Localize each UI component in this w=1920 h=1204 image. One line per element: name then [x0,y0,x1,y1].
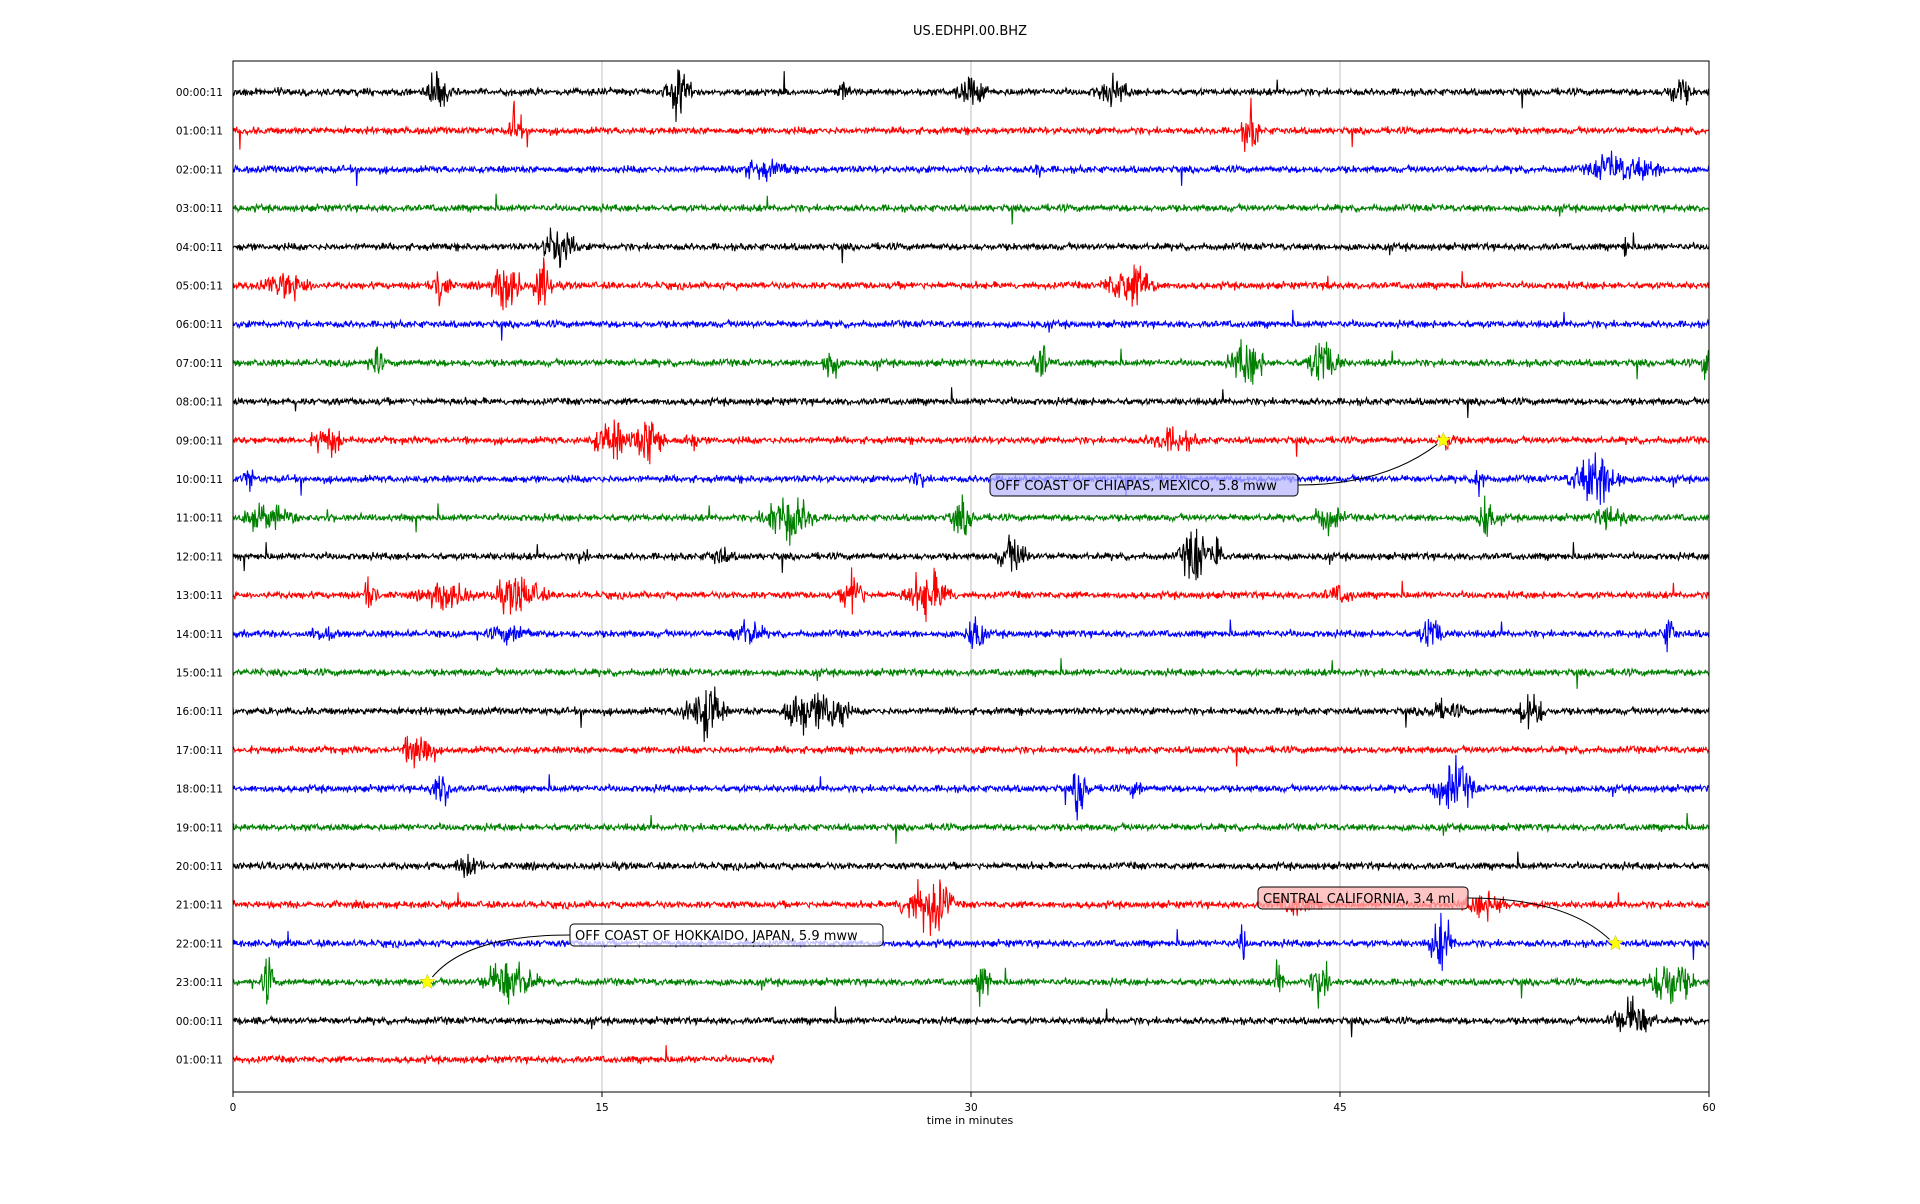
row-time-label: 00:00:11 [176,1016,223,1028]
trace-line [232,257,1710,311]
row-time-label: 01:00:11 [176,1055,223,1067]
trace-line [232,339,1710,385]
trace-line [232,97,1709,152]
x-tick-label: 30 [964,1102,977,1114]
trace-line [232,227,1710,269]
trace-line [232,658,1710,689]
row-time-label: 19:00:11 [176,822,223,834]
x-axis-label: time in minutes [927,1114,1014,1127]
event-connector [431,934,571,978]
event-label-box [1257,886,1469,910]
trace-line [232,912,1710,971]
event-connector [1467,897,1610,940]
trace-line [232,494,1710,546]
event-connector [1297,443,1438,486]
event-label: OFF COAST OF HOKKAIDO, JAPAN, 5.9 mww [575,929,858,944]
event-label: CENTRAL CALIFORNIA, 3.4 ml [1263,892,1454,907]
row-time-label: 21:00:11 [176,900,223,912]
row-time-label: 18:00:11 [176,784,223,796]
row-time-label: 13:00:11 [176,590,223,602]
trace-line [232,452,1710,505]
x-tick-label: 45 [1333,1102,1346,1114]
event-label-box [569,923,884,947]
trace-line [232,69,1710,122]
row-time-label: 17:00:11 [176,745,223,757]
row-time-label: 03:00:11 [176,203,223,215]
event-annotations: OFF COAST OF CHIAPAS, MEXICO, 5.8 mww OFF… [419,431,1624,990]
trace-line [232,812,1710,844]
x-tick-label: 15 [595,1102,608,1114]
trace-line [232,387,1710,419]
trace-line [232,851,1710,878]
row-time-label: 15:00:11 [176,668,223,680]
trace-line [232,1045,775,1066]
trace-line [232,193,1710,225]
row-time-label: 11:00:11 [176,513,223,525]
row-time-label: 23:00:11 [176,977,223,989]
row-time-label: 04:00:11 [176,242,223,254]
row-time-label: 10:00:11 [176,474,223,486]
row-time-label: 14:00:11 [176,629,223,641]
row-time-label: 16:00:11 [176,706,223,718]
plot-frame [232,60,1710,1093]
trace-line [232,419,1710,465]
trace-line [232,735,1710,769]
event-star-marker [1607,934,1624,951]
trace-line [232,995,1710,1038]
event-star-marker [1435,431,1452,448]
seismic-traces [232,69,1710,1066]
x-tick-label: 60 [1702,1102,1715,1114]
row-time-label: 02:00:11 [176,164,223,176]
event-label-box [989,473,1299,497]
trace-line [232,686,1710,742]
row-time-label: 20:00:11 [176,861,223,873]
chart-title: US.EDHPI.00.BHZ [913,24,1027,39]
trace-line [232,754,1710,821]
trace-line [232,567,1710,622]
trace-line [232,309,1710,341]
row-time-label: 05:00:11 [176,281,223,293]
trace-line [232,956,1710,1009]
x-axis-ticks: 0 15 30 45 60 [230,1092,1716,1114]
row-time-label: 22:00:11 [176,938,223,950]
grid-lines [601,61,1341,1092]
row-time-label: 06:00:11 [176,319,223,331]
trace-line [232,528,1710,581]
row-time-label: 12:00:11 [176,551,223,563]
trace-line [232,150,1710,187]
trace-line [232,616,1710,653]
x-tick-label: 0 [230,1102,237,1114]
row-time-label: 07:00:11 [176,358,223,370]
row-time-label: 08:00:11 [176,397,223,409]
event-star-marker [419,973,436,990]
row-time-label: 00:00:11 [176,87,223,99]
row-time-label: 01:00:11 [176,126,223,138]
row-time-label: 09:00:11 [176,435,223,447]
row-time-labels: 00:00:11 01:00:11 02:00:11 03:00:11 04:00:11… [176,87,223,1067]
event-label: OFF COAST OF CHIAPAS, MEXICO, 5.8 mww [995,479,1277,494]
